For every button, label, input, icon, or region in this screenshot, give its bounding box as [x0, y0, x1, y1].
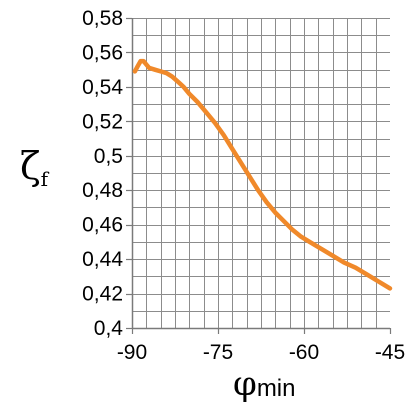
y-tick-label: 0,48 — [82, 179, 123, 202]
y-tick-label: 0,52 — [82, 110, 123, 133]
x-tick-label: -60 — [289, 341, 319, 364]
axes — [126, 17, 392, 334]
grid — [132, 18, 390, 328]
x-tick-label: -75 — [203, 341, 233, 364]
y-axis-label-symbol: ζ — [20, 144, 41, 188]
y-tick-label: 0,58 — [82, 7, 123, 30]
y-tick-label: 0,46 — [82, 214, 123, 237]
y-tick-label: 0,54 — [82, 76, 123, 99]
series-layer — [132, 58, 393, 291]
x-axis-label-symbol: φ — [233, 364, 257, 404]
y-tick-labels: 0,4 0,42 0,44 0,46 0,48 0,5 0,52 0,54 0,56 0,58 — [82, 7, 123, 340]
y-tick-label: 0,42 — [82, 283, 123, 306]
x-tick-labels: -90 -75 -60 -45 — [117, 341, 405, 364]
y-tick-label: 0,4 — [94, 317, 124, 340]
y-tick-label: 0,56 — [82, 41, 123, 64]
series-line — [132, 58, 393, 291]
x-axis-label-subscript: min — [257, 375, 296, 402]
y-tick-label: 0,5 — [94, 145, 123, 168]
y-axis-label: ζf — [20, 144, 50, 191]
y-axis-label-subscript: f — [41, 167, 50, 191]
x-axis-label: φmin — [233, 364, 295, 404]
x-tick-label: -45 — [375, 341, 405, 364]
x-tick-label: -90 — [117, 341, 147, 364]
y-tick-label: 0,44 — [82, 248, 123, 271]
